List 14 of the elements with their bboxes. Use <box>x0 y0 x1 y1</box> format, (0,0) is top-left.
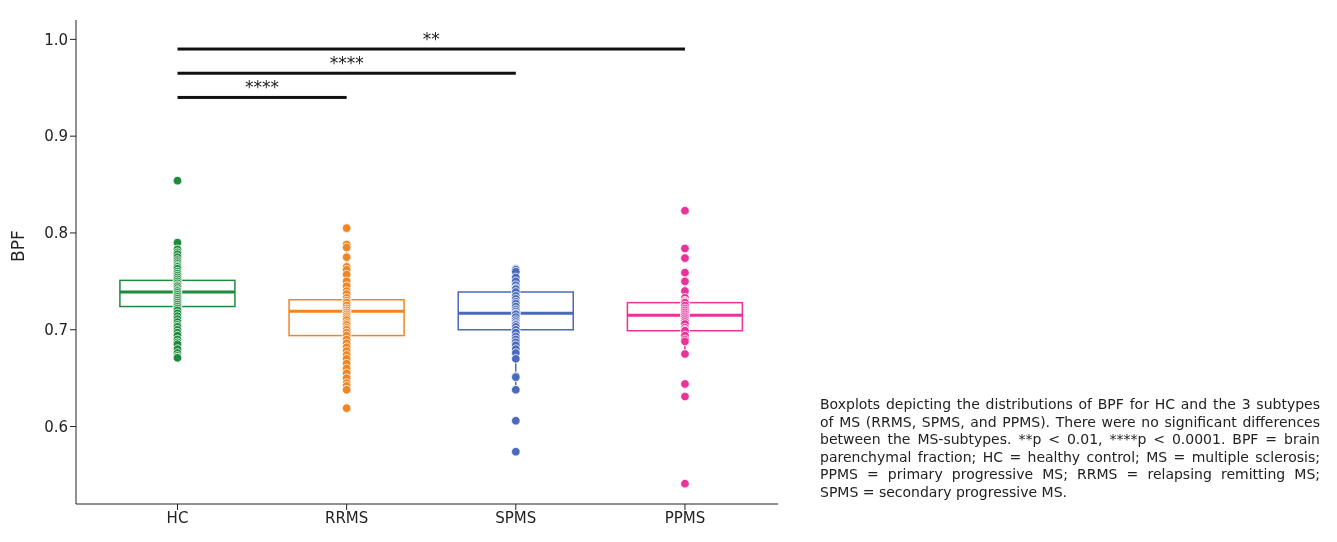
y-tick-label: 0.7 <box>44 321 68 340</box>
y-tick-label: 0.8 <box>44 224 68 243</box>
text: Boxplots depicting the distributions of BPF for HC and the 3 subtypes of MS (RRMS, SPMS, and PPMS). There were no significant differences between the MS-subtypes. **p < 0.01, ****p < 0.0001. BPF = brain parenchymal fraction; HC = healthy control; MS = multiple sclerosis; PPMS = primary progressive MS; RRMS = relapsing remitting MS; SPMS = secondary progressive MS. <box>820 396 1320 501</box>
y-tick-label: 1.0 <box>44 30 68 49</box>
x-tick-label: RRMS <box>324 508 369 527</box>
x-tick-label: SPMS <box>495 508 537 527</box>
annotation: **** <box>245 77 280 98</box>
x-tick-label: HC <box>166 508 189 527</box>
annotation: **** <box>329 53 364 74</box>
x-tick-label: PPMS <box>664 508 706 527</box>
y-tick-label: 0.9 <box>44 127 68 146</box>
y-axis-title: BPF <box>8 230 29 262</box>
y-tick-label: 0.6 <box>44 417 68 436</box>
annotation: ** <box>422 29 440 50</box>
